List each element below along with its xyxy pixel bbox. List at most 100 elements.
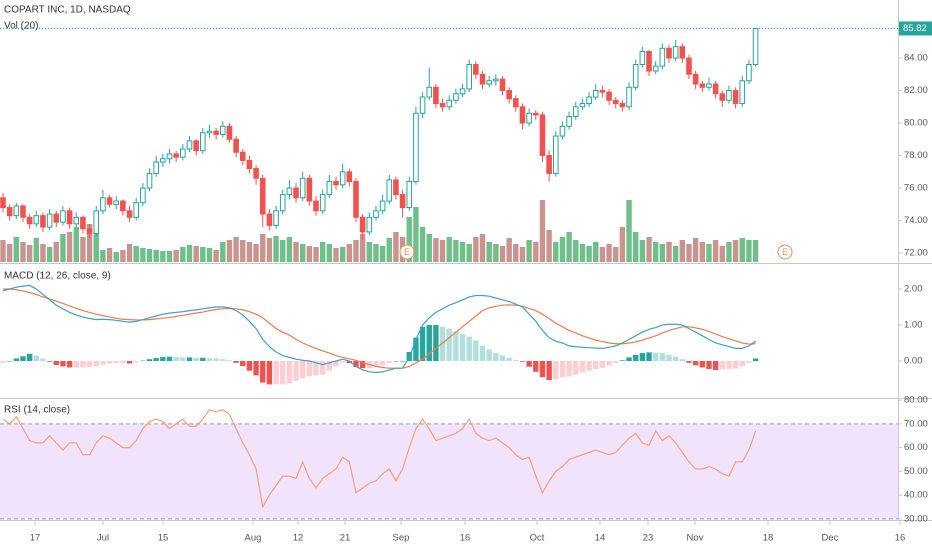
- volume-bar: [126, 244, 133, 262]
- volume-bar: [486, 242, 492, 262]
- volume-bar: [106, 248, 113, 262]
- volume-bar: [373, 244, 379, 262]
- candle-body: [559, 125, 566, 137]
- candle-body: [626, 86, 632, 108]
- y-tick-label: 80.00: [904, 395, 928, 406]
- volume-bar: [719, 246, 725, 262]
- macd-histogram-bar: [146, 359, 153, 361]
- x-tick-label: 14: [595, 533, 606, 544]
- candle-body: [273, 210, 279, 226]
- macd-histogram-bar: [633, 354, 639, 361]
- macd-histogram-bar: [293, 360, 299, 381]
- y-tick-label: 72.00: [904, 248, 928, 259]
- macd-histogram-bar: [0, 360, 6, 363]
- macd-histogram-bar: [206, 358, 213, 361]
- macd-histogram-bar: [373, 360, 379, 368]
- y-tick-label: 40.00: [904, 490, 928, 501]
- candle-body: [479, 73, 486, 85]
- macd-histogram-bar: [439, 326, 446, 361]
- volume-bar: [726, 242, 732, 262]
- candle-body: [53, 213, 60, 223]
- volume-bar: [206, 248, 213, 262]
- volume-bar: [453, 240, 459, 262]
- macd-histogram-bar: [619, 360, 626, 361]
- macd-histogram-bar: [339, 360, 346, 363]
- candle-body: [366, 216, 373, 233]
- volume-bar: [499, 246, 506, 262]
- volume-bar: [0, 240, 6, 262]
- candle-body: [133, 202, 139, 218]
- candle-body: [33, 215, 40, 225]
- candle-body: [153, 161, 159, 174]
- candle-body: [213, 130, 219, 135]
- x-tick-label: 16: [460, 533, 471, 544]
- volume-bar: [353, 240, 359, 262]
- macd-histogram-bar: [626, 357, 632, 361]
- candle-body: [180, 148, 186, 158]
- macd-histogram-bar: [666, 354, 672, 361]
- candle-body: [46, 213, 53, 228]
- macd-histogram-bar: [699, 360, 705, 368]
- y-tick-label: 1.00: [904, 320, 923, 331]
- macd-histogram-bar: [319, 360, 326, 375]
- volume-bar: [306, 246, 313, 262]
- candle-body: [399, 194, 406, 209]
- volume-bar: [293, 242, 299, 262]
- candle-body: [426, 86, 433, 98]
- volume-bar: [220, 242, 226, 262]
- macd-histogram-bar: [26, 353, 33, 361]
- x-tick-label: 23: [643, 533, 654, 544]
- volume-bar: [346, 244, 353, 262]
- volume-bar: [13, 237, 20, 262]
- candle-body: [200, 132, 206, 152]
- x-tick-label: Jul: [97, 533, 109, 544]
- volume-bar: [26, 245, 33, 262]
- macd-histogram-bar: [240, 360, 246, 367]
- macd-histogram-bar: [459, 334, 466, 361]
- candle-body: [619, 103, 626, 108]
- x-tick-label: 18: [763, 533, 774, 544]
- earnings-marker: [399, 244, 415, 260]
- macd-histogram-bar: [233, 360, 239, 363]
- volume-bar: [20, 242, 26, 262]
- macd-histogram-bar: [453, 331, 459, 361]
- macd-histogram-bar: [613, 360, 619, 364]
- candle-body: [93, 210, 100, 235]
- macd-histogram-bar: [286, 360, 293, 384]
- candle-body: [486, 80, 492, 85]
- candle-body: [453, 93, 459, 101]
- macd-signal-line: [3, 288, 756, 369]
- volume-bar: [40, 244, 46, 262]
- candle-body: [266, 213, 273, 226]
- earnings-marker: [777, 244, 793, 260]
- macd-histogram-bar: [386, 360, 392, 363]
- candle-body: [446, 99, 453, 108]
- candle-body: [113, 200, 120, 205]
- y-tick-label: 2.00: [904, 284, 923, 295]
- volume-bar: [479, 234, 486, 262]
- macd-histogram-bar: [393, 360, 399, 362]
- candle-body: [699, 83, 706, 88]
- candle-body: [499, 78, 506, 92]
- volume-bar: [732, 240, 739, 262]
- candle-body: [393, 179, 399, 196]
- candle-body: [306, 177, 313, 202]
- x-tick-label: 21: [340, 533, 351, 544]
- volume-bar: [586, 246, 592, 262]
- candle-body: [40, 215, 46, 228]
- candle-body: [413, 112, 419, 183]
- x-tick-label: Dec: [822, 533, 839, 544]
- volume-bar: [513, 244, 519, 262]
- macd-histogram-bar: [6, 360, 13, 362]
- volume-bar: [566, 232, 572, 262]
- volume-bar: [746, 240, 752, 262]
- volume-bar: [466, 244, 472, 262]
- macd-histogram-bar: [553, 360, 559, 379]
- candle-body: [632, 64, 639, 88]
- y-tick-label: 80.00: [904, 118, 928, 129]
- macd-histogram-bar: [200, 357, 206, 361]
- volume-bar: [692, 238, 699, 262]
- macd-histogram-bar: [499, 355, 506, 361]
- macd-histogram-bar: [526, 360, 532, 367]
- macd-histogram-bar: [419, 326, 426, 361]
